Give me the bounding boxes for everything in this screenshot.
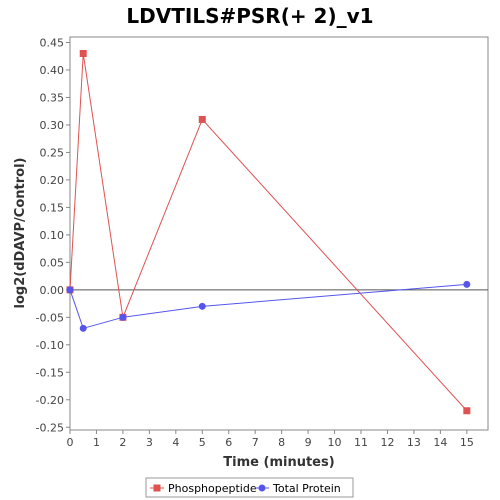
x-axis: 0 1 2 3 4 5 6 7 8 9 10 11 12 13 14 15: [67, 430, 474, 449]
x-tick-label: 11: [354, 436, 368, 449]
legend-label: Total Protein: [272, 482, 341, 495]
x-tick-label: 2: [119, 436, 126, 449]
legend: Phosphopeptide Total Protein: [145, 477, 354, 498]
x-tick-label: 5: [199, 436, 206, 449]
x-tick-label: 8: [278, 436, 285, 449]
legend-marker: [258, 484, 266, 492]
y-tick-label: 0.00: [40, 284, 65, 297]
data-point: [66, 286, 74, 294]
legend-label: Phosphopeptide: [168, 482, 257, 495]
data-point: [463, 280, 471, 288]
data-point: [79, 49, 87, 57]
x-tick-label: 6: [225, 436, 232, 449]
y-tick-label: 0.25: [40, 146, 65, 159]
y-tick-label: 0.15: [40, 201, 65, 214]
y-tick-label: 0.40: [40, 64, 65, 77]
x-axis-label: Time (minutes): [223, 455, 334, 470]
series-layer: [66, 49, 471, 415]
x-tick-label: 7: [252, 436, 259, 449]
y-axis-label: log2(dDAVP/Control): [13, 158, 28, 309]
data-point: [79, 324, 87, 332]
x-tick-label: 4: [172, 436, 179, 449]
legend-box: [145, 477, 354, 498]
y-tick-label: 0.20: [40, 174, 65, 187]
x-tick-label: 9: [305, 436, 312, 449]
chart-title: LDVTILS#PSR(+ 2)_v1: [126, 4, 373, 28]
x-tick-label: 12: [380, 436, 394, 449]
x-tick-label: 15: [460, 436, 474, 449]
y-tick-label: 0.05: [40, 256, 65, 269]
y-tick-label: 0.30: [40, 119, 65, 132]
x-tick-label: 10: [328, 436, 342, 449]
data-point: [119, 313, 127, 321]
x-tick-label: 1: [93, 436, 100, 449]
y-tick-label: -0.25: [36, 421, 64, 434]
x-tick-label: 14: [433, 436, 447, 449]
legend-marker: [153, 484, 161, 492]
y-tick-label: -0.10: [36, 339, 64, 352]
y-axis: -0.25 -0.20 -0.15 -0.10 -0.05 0.00 0.05 0.10 0.1…: [36, 36, 70, 434]
y-tick-label: -0.05: [36, 311, 64, 324]
y-tick-label: 0.35: [40, 91, 65, 104]
y-tick-label: 0.45: [40, 36, 65, 49]
data-point: [198, 115, 206, 123]
data-point: [198, 302, 206, 310]
x-tick-label: 13: [407, 436, 421, 449]
y-tick-label: -0.20: [36, 394, 64, 407]
y-tick-label: -0.15: [36, 366, 64, 379]
plot-area: [69, 36, 489, 431]
data-point: [463, 407, 471, 415]
x-tick-label: 0: [67, 436, 74, 449]
y-tick-label: 0.10: [40, 229, 65, 242]
x-tick-label: 3: [146, 436, 153, 449]
